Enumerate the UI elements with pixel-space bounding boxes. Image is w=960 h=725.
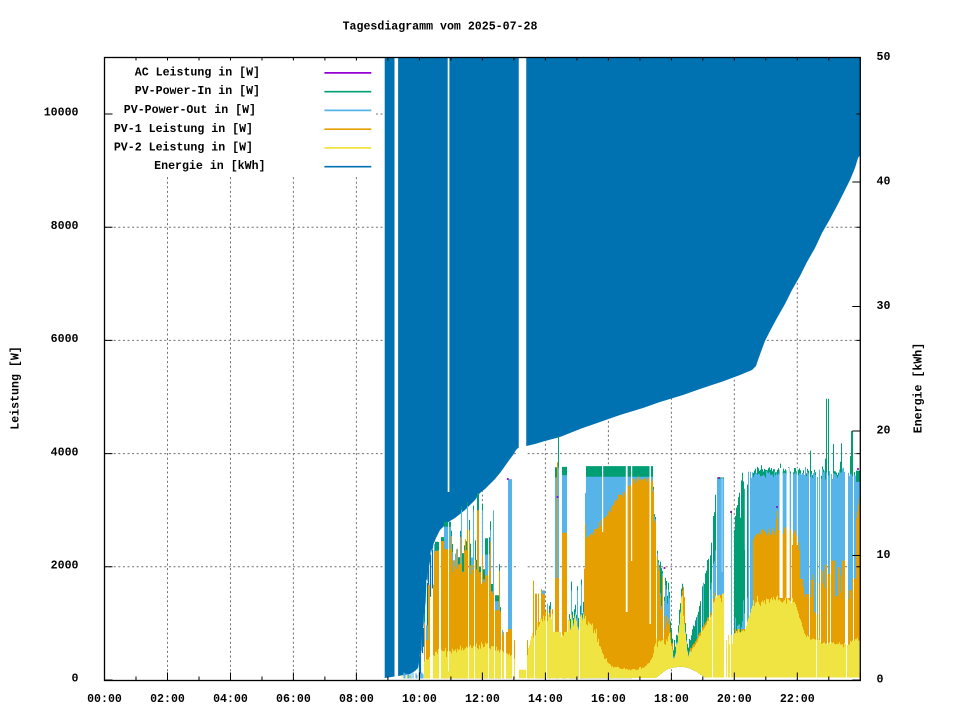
svg-text:0: 0 — [877, 673, 884, 686]
svg-text:02:00: 02:00 — [150, 693, 185, 706]
svg-text:4000: 4000 — [51, 446, 79, 459]
svg-text:Leistung [W]: Leistung [W] — [10, 346, 23, 430]
svg-text:14:00: 14:00 — [528, 693, 563, 706]
svg-text:0: 0 — [72, 673, 79, 686]
svg-text:8000: 8000 — [51, 220, 79, 233]
svg-text:50: 50 — [877, 51, 891, 64]
svg-text:PV-2 Leistung in [W]: PV-2 Leistung in [W] — [114, 142, 253, 155]
svg-text:08:00: 08:00 — [339, 693, 374, 706]
svg-text:18:00: 18:00 — [654, 693, 689, 706]
svg-text:10:00: 10:00 — [402, 693, 437, 706]
svg-text:10: 10 — [877, 549, 891, 562]
svg-text:Energie in [kWh]: Energie in [kWh] — [154, 160, 265, 173]
svg-text:22:00: 22:00 — [780, 693, 815, 706]
svg-text:12:00: 12:00 — [465, 693, 500, 706]
svg-text:6000: 6000 — [51, 333, 79, 346]
svg-text:PV-1 Leistung in [W]: PV-1 Leistung in [W] — [114, 123, 253, 136]
svg-text:00:00: 00:00 — [87, 693, 122, 706]
svg-text:PV-Power-Out in [W]: PV-Power-Out in [W] — [124, 104, 256, 117]
svg-text:20: 20 — [877, 424, 891, 437]
svg-text:PV-Power-In in [W]: PV-Power-In in [W] — [135, 85, 260, 98]
svg-text:20:00: 20:00 — [717, 693, 752, 706]
svg-text:10000: 10000 — [44, 107, 79, 120]
svg-text:Energie [kWh]: Energie [kWh] — [913, 343, 926, 433]
svg-text:06:00: 06:00 — [276, 693, 311, 706]
svg-text:40: 40 — [877, 175, 891, 188]
svg-text:Tagesdiagramm vom 2025-07-28: Tagesdiagramm vom 2025-07-28 — [343, 21, 538, 34]
svg-text:2000: 2000 — [51, 560, 79, 573]
svg-text:16:00: 16:00 — [591, 693, 626, 706]
svg-text:AC Leistung in [W]: AC Leistung in [W] — [135, 67, 260, 80]
svg-text:04:00: 04:00 — [213, 693, 248, 706]
svg-text:30: 30 — [877, 300, 891, 313]
